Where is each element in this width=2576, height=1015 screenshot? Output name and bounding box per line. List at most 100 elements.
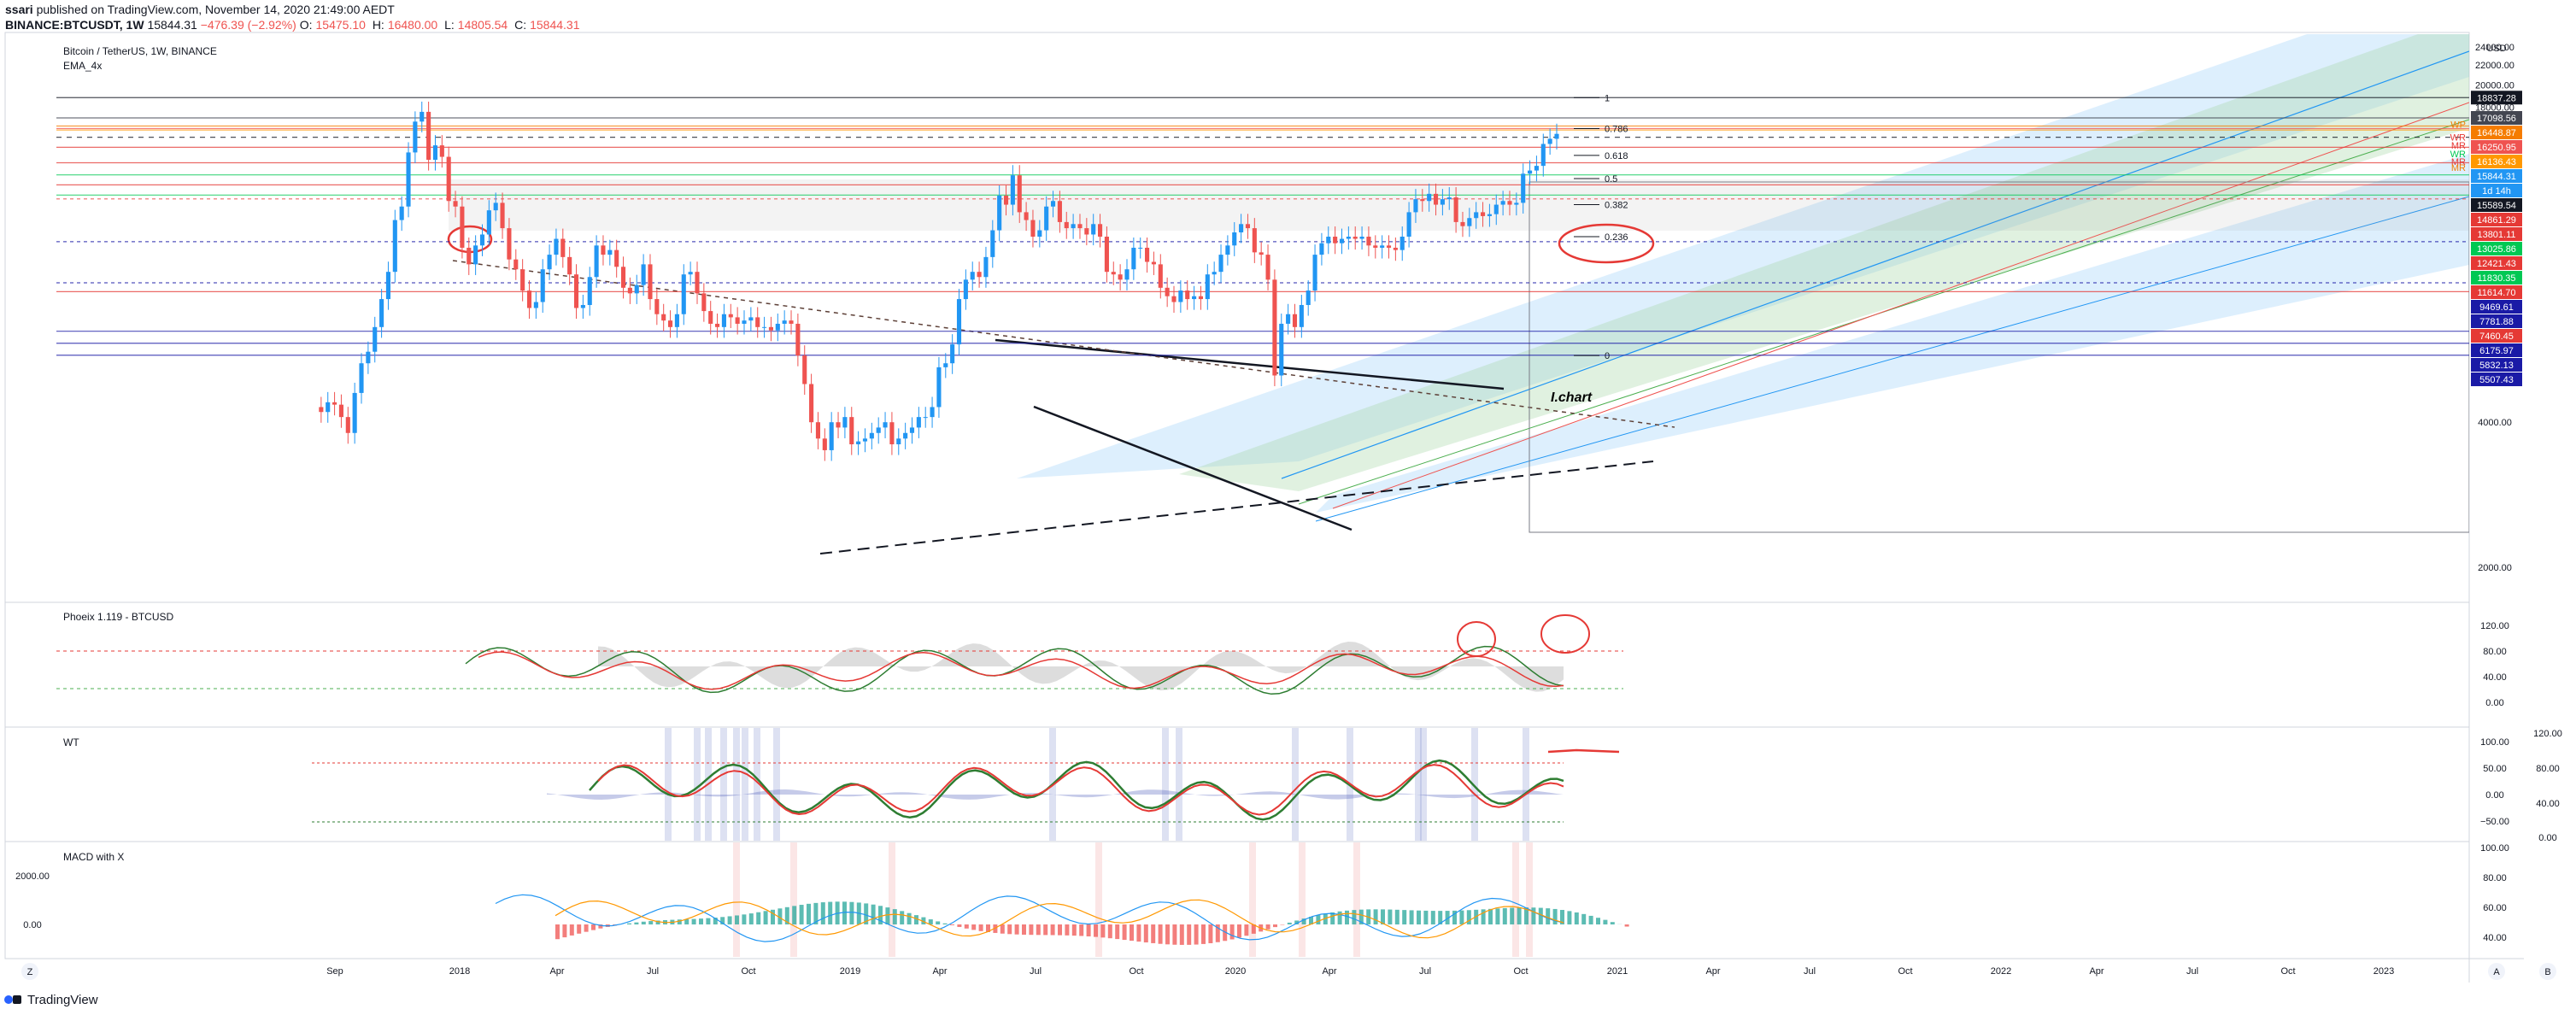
macd-histogram-bar — [1388, 909, 1393, 924]
macd-histogram-bar — [1122, 924, 1127, 941]
macd-histogram-bar — [1029, 924, 1034, 936]
price-badge-label: 6175.97 — [2479, 346, 2514, 356]
candle-body — [1393, 247, 1398, 250]
wt-pane[interactable] — [4, 726, 2470, 842]
wt-signal-band — [733, 728, 740, 841]
candle-body — [1433, 193, 1439, 205]
macd-left-axis-label: 2000.00 — [15, 871, 50, 882]
candle-body — [392, 220, 397, 273]
candle-body — [1071, 224, 1076, 229]
macd-histogram-bar — [1352, 910, 1357, 924]
candle-body — [420, 111, 425, 122]
macd-histogram-bar — [1531, 907, 1536, 924]
macd-histogram-bar — [1273, 924, 1277, 928]
scale-button-right-label: B — [2544, 967, 2550, 977]
macd-histogram-bar — [1194, 924, 1199, 945]
macd-histogram-bar — [763, 911, 768, 924]
macd-histogram-bar — [1007, 924, 1012, 935]
macd-signal-band — [1526, 842, 1533, 957]
candle-body — [836, 422, 841, 428]
candle-body — [997, 195, 1002, 231]
macd-histogram-bar — [777, 908, 783, 924]
macd-histogram-bar — [591, 924, 596, 930]
open-value: 15475.10 — [315, 18, 366, 32]
candles[interactable] — [319, 101, 1559, 461]
macd-histogram-bar — [792, 906, 797, 924]
wt-signal-band — [720, 728, 727, 841]
macd-histogram-bar — [784, 906, 789, 924]
scale-button-left-label: Z — [27, 967, 33, 977]
macd-histogram-bar — [1459, 910, 1464, 924]
macd-histogram-bar — [986, 924, 990, 932]
wt-signal-band — [1415, 728, 1422, 841]
macd-histogram-bar — [1381, 909, 1385, 924]
horizontal-levels — [56, 97, 2469, 356]
candle-body — [916, 417, 921, 428]
candle-body — [842, 417, 848, 428]
candle-body — [1178, 290, 1183, 302]
scale-button-right[interactable] — [2539, 963, 2556, 980]
last-price: 15844.31 — [147, 18, 197, 32]
macd-histogram-bar — [691, 918, 696, 924]
macd-histogram-bar — [1036, 924, 1041, 936]
candle-body — [479, 234, 485, 246]
macd-histogram-bar — [655, 920, 660, 924]
time-axis-label: Jul — [1030, 966, 1042, 977]
macd-histogram-bar — [1445, 911, 1450, 924]
macd-signal-band — [889, 842, 895, 957]
price-badge-label: 14861.29 — [2477, 215, 2516, 226]
macd-left-axis-label: 0.00 — [23, 920, 41, 930]
wt-signal-band — [1176, 728, 1182, 841]
macd-histogram-bar — [720, 917, 725, 924]
macd-histogram-bar — [1094, 924, 1098, 937]
macd-histogram-bar — [964, 924, 969, 929]
candle-body — [1386, 245, 1392, 248]
macd-histogram-bar — [1330, 912, 1335, 924]
macd-histogram-bar — [634, 922, 639, 924]
candle-body — [802, 355, 807, 384]
macd-histogram-bar — [727, 916, 732, 924]
macd-histogram-bar — [842, 901, 847, 924]
time-axis[interactable]: Sep 2018 Apr Jul Oct 2019 Apr Jul Oct 2020 Apr Jul O… — [326, 966, 2394, 977]
candle-body — [775, 323, 780, 331]
price-badge-label: 18837.28 — [2477, 93, 2516, 103]
time-axis-label: Oct — [741, 966, 755, 977]
candle-body — [352, 392, 357, 433]
candle-body — [1171, 296, 1177, 302]
candle-body — [587, 277, 592, 305]
candle-body — [1540, 144, 1546, 167]
auto-scale-button[interactable] — [2488, 963, 2505, 980]
wt-signal-band — [1471, 728, 1478, 841]
candle-body — [1003, 195, 1009, 205]
price-badge — [2471, 242, 2522, 256]
candle-body — [547, 255, 552, 270]
macd-histogram-bar — [1517, 907, 1522, 924]
price-badge-label: 13025.86 — [2477, 244, 2516, 255]
wt-signal-band — [665, 728, 672, 841]
candle-body — [366, 351, 371, 364]
candle-body — [601, 245, 606, 255]
macd-histogram-bar — [641, 921, 646, 924]
candle-body — [1286, 314, 1291, 324]
signal-line — [555, 899, 1564, 939]
macd-histogram-bar — [928, 919, 933, 924]
candle-body — [554, 238, 559, 255]
brand-name[interactable]: TradingView — [27, 992, 98, 1007]
candle-body — [1312, 255, 1317, 291]
macd-right-axis-label: 80.00 — [2483, 873, 2507, 883]
phoeix-slow-line — [478, 651, 1564, 690]
candle-body — [500, 202, 505, 229]
time-axis-label: Sep — [326, 966, 343, 977]
candle-body — [634, 285, 639, 294]
macd-pane[interactable] — [4, 841, 2470, 959]
phoeix-indicator — [56, 614, 1623, 695]
scale-button-left[interactable] — [21, 963, 38, 980]
candle-body — [963, 279, 968, 300]
macd-histogram-bar — [993, 924, 998, 933]
macd-histogram-bar — [748, 913, 754, 924]
candle-body — [1017, 175, 1022, 213]
macd-signal-band — [1512, 842, 1519, 957]
candle-body — [829, 422, 834, 450]
candle-body — [1239, 224, 1244, 232]
